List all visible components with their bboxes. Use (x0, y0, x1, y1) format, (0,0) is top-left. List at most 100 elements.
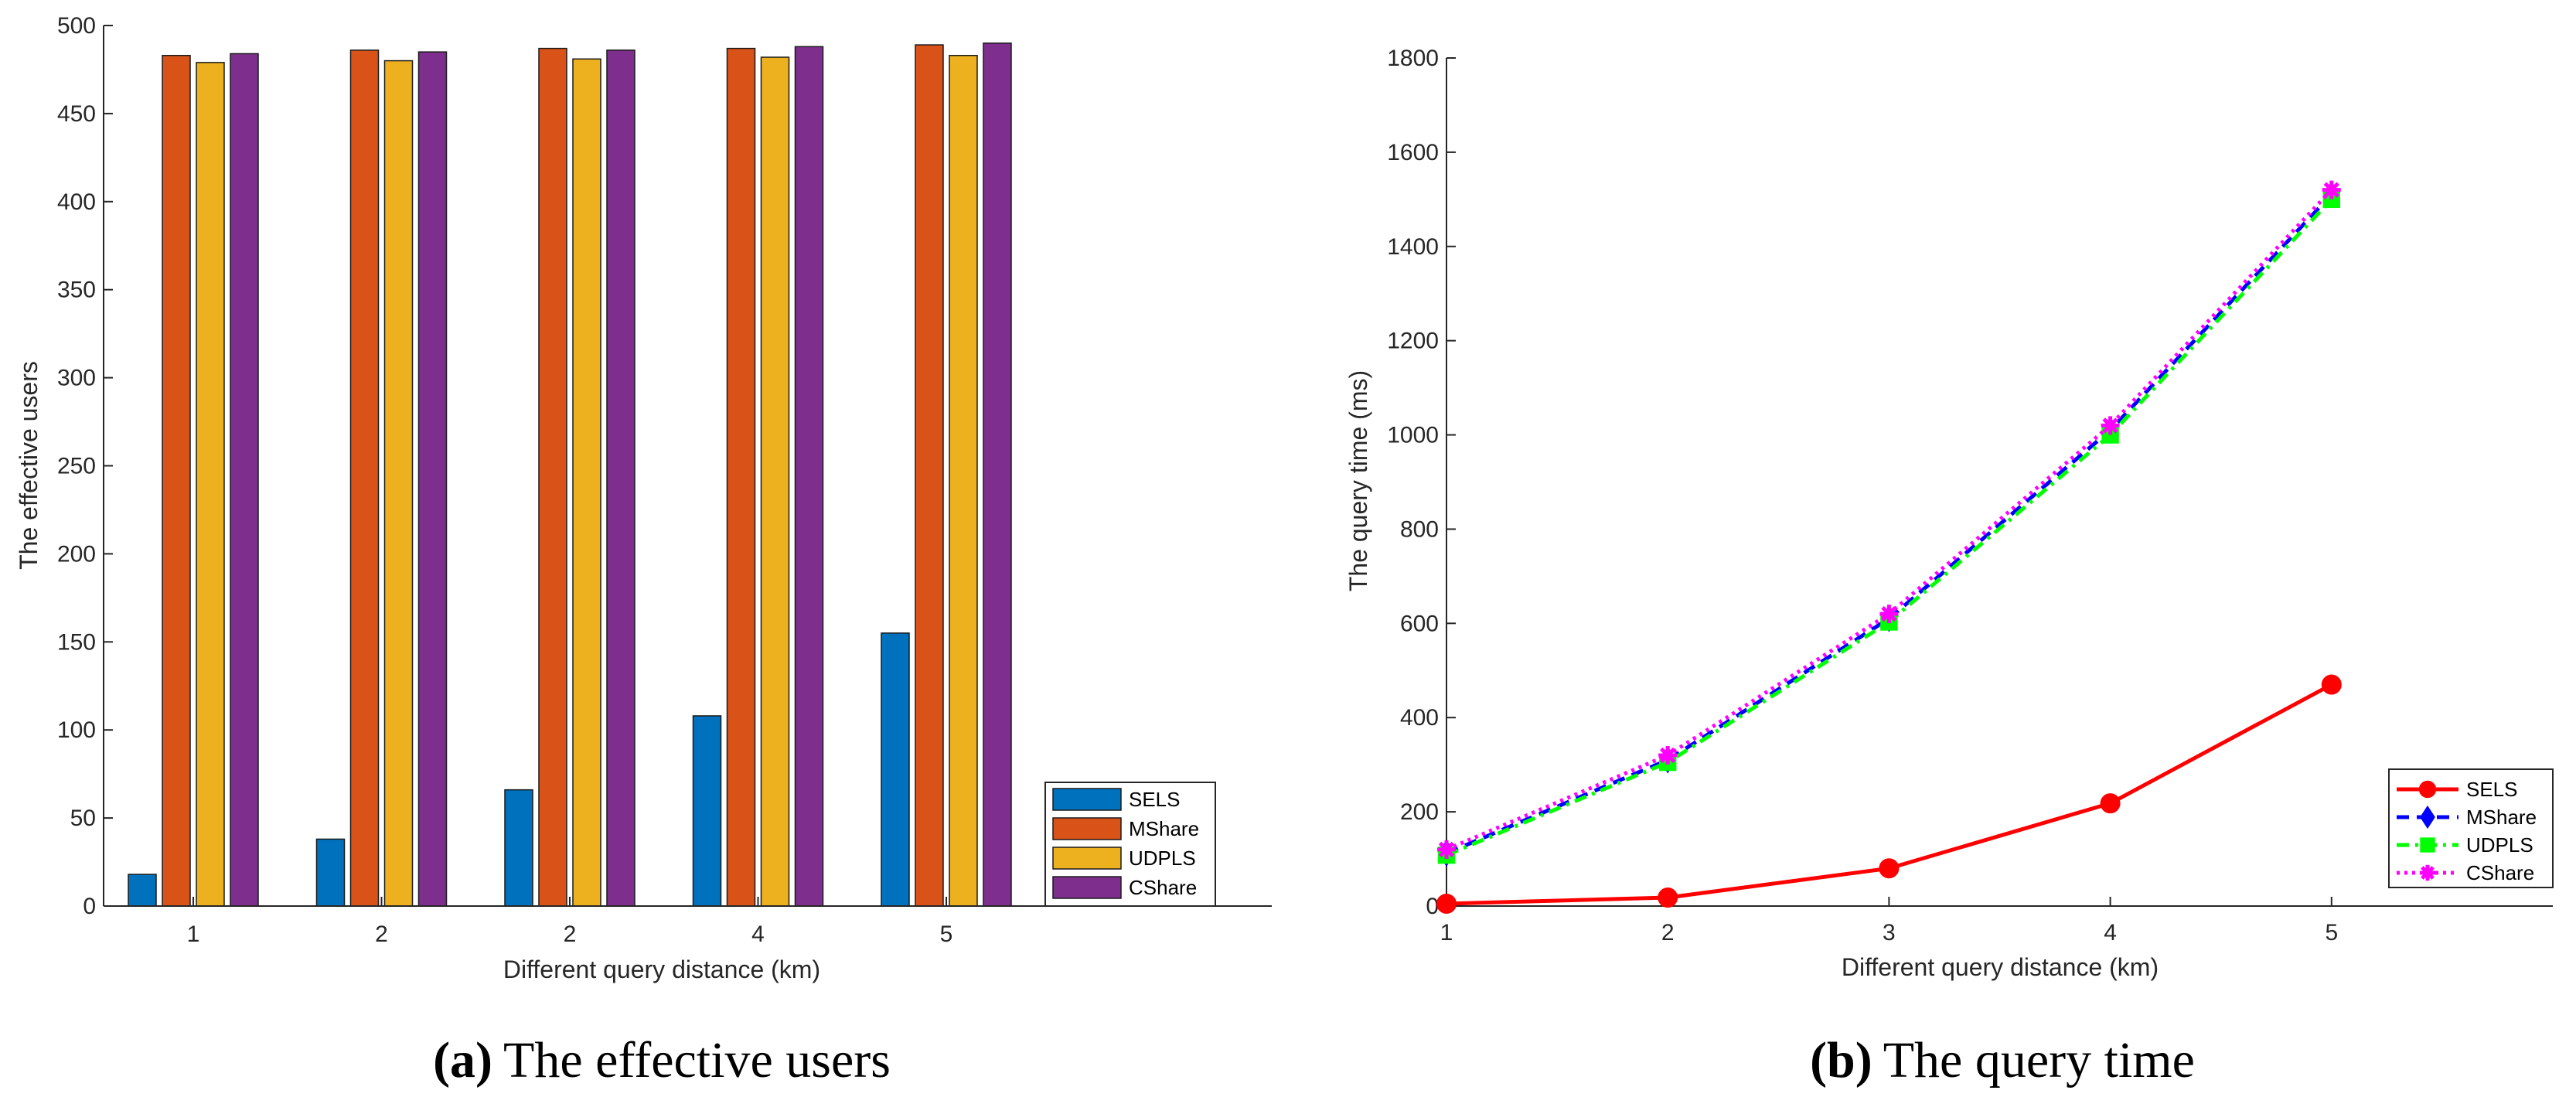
panel-a-x-tick-label: 2 (564, 922, 577, 947)
panel-a-legend-swatch-mshare (1052, 817, 1122, 840)
panel-b-point-cshare-5-d2 (2323, 182, 2339, 198)
panel-b-x-tick-label: 5 (2325, 920, 2338, 945)
panel-a-y-ticks: 0 50 100 150 200 250 300 350 400 450 500 (57, 13, 113, 919)
panel-a-bar-mshare-3 (538, 47, 567, 907)
panel-a-y-axis-label: The effective users (15, 361, 43, 570)
panel-a-bar-sels-5 (881, 632, 910, 907)
panel-b-point-cshare-1 (1437, 840, 1456, 859)
panel-a-bar-sels-1 (128, 874, 157, 907)
panel-b-legend-marker-cshare (2419, 864, 2436, 881)
panel-b-y-tick-label: 200 (1400, 799, 1439, 825)
panel-b-y-axis-label: The query time (ms) (1344, 370, 1372, 591)
panel-a-y-tick-label: 50 (70, 806, 96, 831)
panel-a-bar-udpls-4 (760, 56, 790, 907)
panel-b-y-tick-label: 1200 (1387, 329, 1439, 354)
panel-a-y-tick-label: 350 (57, 278, 96, 303)
panel-b-caption: (b) The query time (1810, 1032, 2195, 1088)
panel-b-point-sels-5 (2321, 674, 2342, 695)
panel-a-bar-cshare-2 (417, 51, 448, 907)
panel-b-legend-label-mshare: MShare (2466, 806, 2537, 829)
panel-a-bar-mshare-2 (349, 49, 380, 907)
panel-b-legend-marker-sels (2418, 780, 2437, 799)
panel-a-bar-cshare-4 (794, 46, 824, 907)
panel-a-caption-text: The effective users (503, 1032, 891, 1088)
panel-a-x-axis-label: Different query distance (km) (503, 956, 820, 983)
panel-a-x-tick-label: 4 (751, 922, 765, 947)
panel-a-bar-cshare-3 (606, 49, 635, 907)
panel-a-legend-label-sels: SELS (1129, 788, 1181, 811)
panel-a-x-tick-label: 1 (187, 922, 200, 947)
panel-b-legend-label-udpls: UDPLS (2466, 833, 2533, 857)
panel-b-y-tick-label: 1800 (1387, 46, 1439, 71)
panel-a-y-tick-label: 150 (57, 629, 96, 655)
panel-a-legend-label-udpls: UDPLS (1129, 847, 1196, 870)
panel-b-legend-marker-udpls (2420, 837, 2435, 853)
panel-a-legend-swatch-cshare (1052, 876, 1122, 899)
panel-a-y-tick-label: 250 (57, 454, 96, 479)
panel-b-point-cshare-2-d2 (1660, 747, 1676, 764)
panel-b-y-tick-label: 1600 (1387, 140, 1439, 165)
panel-b-point-cshare-4 (2101, 416, 2120, 435)
panel-b-point-sels-4 (2100, 793, 2121, 814)
panel-a-bar-sels-4 (692, 715, 722, 907)
panel-a-marks (128, 43, 1012, 907)
panel-b-y-tick-label: 600 (1400, 611, 1439, 636)
panel-b-line-cshare (1446, 188, 2333, 852)
panel-b-marks (1436, 180, 2342, 914)
panel-a-legend-label-cshare: CShare (1129, 876, 1197, 899)
panel-b-y-ticks: 0 200 400 600 800 1000 1200 1400 1600 1800 (1387, 46, 1456, 919)
panel-a-y-tick-label: 100 (57, 717, 96, 743)
panel-b-y-tick-label: 0 (1426, 894, 1439, 919)
panel-a-bar-udpls-3 (572, 58, 601, 907)
panel-b-x-tick-label: 3 (1883, 920, 1896, 945)
panel-b-x-tick-label: 2 (1661, 920, 1675, 945)
panel-a-bar-chart: 0 50 100 150 200 250 300 350 400 450 500 1 2 2 4 5 Dif… (15, 13, 1272, 1088)
panel-a-caption-label: (a) (433, 1032, 492, 1088)
panel-b-y-tick-label: 1400 (1387, 234, 1439, 260)
panel-b-point-cshare-4-d2 (2102, 417, 2118, 434)
panel-a-y-tick-label: 500 (57, 13, 96, 39)
panel-b-point-cshare-2 (1658, 745, 1678, 765)
panel-b-legend-marker-cshare-d2 (2421, 866, 2435, 880)
panel-b-x-ticks: 1 2 3 4 5 (1440, 897, 2338, 945)
panel-a-legend-swatch-udpls (1052, 847, 1122, 870)
panel-b-x-tick-label: 1 (1440, 920, 1453, 945)
panel-a-legend: SELS MShare UDPLS CShare (1044, 782, 1216, 907)
panel-a-x-tick-label: 2 (375, 922, 388, 947)
panel-b-x-tick-label: 4 (2104, 920, 2117, 945)
panel-b-caption-text: The query time (1883, 1032, 2195, 1088)
panel-a-bar-cshare-5 (983, 43, 1012, 907)
panel-a-y-tick-label: 400 (57, 189, 96, 215)
panel-b-x-axis-label: Different query distance (km) (1842, 953, 2159, 981)
panel-b-point-sels-1 (1436, 893, 1457, 914)
panel-a-y-tick-label: 300 (57, 366, 96, 391)
panel-a-legend-label-mshare: MShare (1129, 817, 1199, 840)
panel-b-legend-marker-mshare (2420, 805, 2435, 830)
panel-a-bar-mshare-5 (915, 44, 944, 907)
panel-b-legend-label-sels: SELS (2466, 778, 2518, 801)
panel-a-bar-sels-3 (504, 789, 533, 907)
panel-a-bar-sels-2 (315, 838, 346, 907)
panel-b-point-sels-3 (1879, 858, 1900, 879)
panel-a-caption: (a) The effective users (433, 1032, 891, 1088)
panel-b-point-sels-2 (1658, 887, 1678, 908)
panel-a-bar-udpls-1 (196, 62, 225, 907)
panel-a-x-tick-label: 5 (940, 922, 953, 947)
panel-b-point-cshare-1-d2 (1438, 841, 1455, 858)
panel-a-bar-udpls-2 (383, 60, 414, 907)
panel-b-y-tick-label: 400 (1400, 705, 1439, 731)
panel-a-bar-mshare-1 (162, 54, 191, 907)
panel-b-legend: SELS MShare UDPLS CShare (2388, 768, 2554, 888)
panel-b-point-cshare-5 (2322, 180, 2341, 199)
panel-a-y-tick-label: 200 (57, 541, 96, 567)
panel-a-y-tick-label: 450 (57, 101, 96, 127)
panel-b-y-tick-label: 1000 (1387, 423, 1439, 448)
panel-a-bar-mshare-4 (726, 47, 756, 907)
panel-a-legend-swatch-sels (1052, 788, 1122, 811)
panel-b-legend-label-cshare: CShare (2466, 861, 2534, 884)
panel-b-caption-label: (b) (1810, 1032, 1872, 1088)
panel-b-y-tick-label: 800 (1400, 516, 1439, 542)
panel-b-point-cshare-3 (1879, 605, 1899, 624)
